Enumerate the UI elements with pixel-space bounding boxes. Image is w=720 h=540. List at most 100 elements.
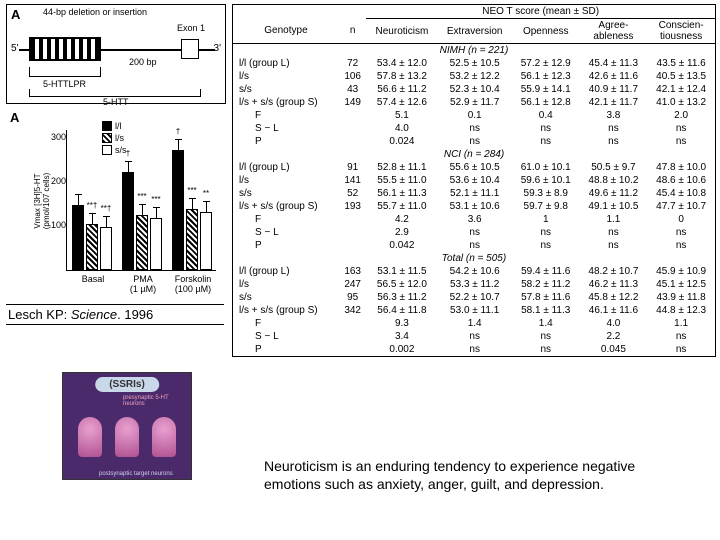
stat-value: 2.2 [580, 330, 648, 343]
stat-value: ns [512, 122, 580, 135]
cell-value: 40.9 ± 11.7 [580, 83, 648, 96]
stat-value: ns [580, 122, 648, 135]
sig-marker: *** [150, 195, 162, 204]
cell-value: 52.2 ± 10.7 [437, 291, 511, 304]
row-n: 141 [339, 174, 366, 187]
row-n: 193 [339, 200, 366, 213]
cell-value: 53.2 ± 12.2 [437, 70, 511, 83]
cell-value: 45.8 ± 12.2 [580, 291, 648, 304]
gene-stripes [31, 39, 99, 59]
cell-value: 52.3 ± 10.4 [437, 83, 511, 96]
stat-value: 9.3 [366, 317, 437, 330]
bar-xlabel: Forskolin(100 µM) [168, 274, 218, 294]
cell-value: 45.4 ± 10.8 [647, 187, 715, 200]
stat-value: ns [512, 226, 580, 239]
gene-deletion-label: 44-bp deletion or insertion [43, 7, 147, 17]
stat-value: 4.0 [366, 122, 437, 135]
cell-value: 57.8 ± 11.6 [512, 291, 580, 304]
row-n: 163 [339, 265, 366, 278]
stat-value: 2.0 [647, 109, 715, 122]
section-title: Total (n = 505) [233, 252, 715, 265]
cell-value: 56.1 ± 11.3 [366, 187, 437, 200]
citation-journal: Science [71, 307, 117, 322]
cell-value: 58.2 ± 11.2 [512, 278, 580, 291]
row-label: l/s + s/s (group S) [233, 304, 339, 317]
citation-author: Lesch KP: [8, 307, 71, 322]
row-n: 342 [339, 304, 366, 317]
ssri-neurons [71, 417, 183, 457]
cell-value: 53.4 ± 12.0 [366, 57, 437, 70]
bar-ylabel: Vmax [3H]5-HT (pmol/107 cells) [33, 141, 51, 261]
stat-value: ns [647, 135, 715, 148]
cell-value: 52.9 ± 11.7 [437, 96, 511, 109]
row-n: 149 [339, 96, 366, 109]
cell-value: 55.5 ± 11.0 [366, 174, 437, 187]
cell-value: 59.6 ± 10.1 [512, 174, 580, 187]
bar-xlabel: Basal [68, 274, 118, 284]
bar-xlabel: PMA(1 µM) [118, 274, 168, 294]
bar-ss [100, 227, 112, 270]
neuron-icon [115, 417, 139, 457]
cell-value: 59.3 ± 8.9 [512, 187, 580, 200]
cell-value: 57.2 ± 12.9 [512, 57, 580, 70]
sig-marker: † [122, 149, 134, 158]
row-n: 43 [339, 83, 366, 96]
bar-yaxis [66, 130, 67, 270]
bar-ls [136, 215, 148, 270]
panel-letter: A [11, 7, 20, 22]
stat-value: ns [437, 226, 511, 239]
bar-ytick: 300 [42, 132, 66, 142]
cell-value: 56.4 ± 11.8 [366, 304, 437, 317]
bar-ytick: 200 [42, 176, 66, 186]
cell-value: 46.2 ± 11.3 [580, 278, 648, 291]
ssri-presyn-label: presynaptic 5-HT neurons [123, 395, 191, 407]
sig-marker: ** [200, 189, 212, 198]
row-label: l/s [233, 70, 339, 83]
stat-value: 0.045 [580, 343, 648, 356]
stat-label: F [233, 213, 339, 226]
gene-exon1-box [181, 39, 199, 59]
bar-xaxis [66, 270, 216, 271]
cell-value: 47.7 ± 10.7 [647, 200, 715, 213]
row-label: l/s [233, 174, 339, 187]
ssri-postsyn-label: postsynaptic target neurons [99, 471, 173, 477]
bar-ls [86, 224, 98, 270]
stat-value: ns [512, 343, 580, 356]
citation-year: . 1996 [117, 307, 153, 322]
cell-value: 48.2 ± 10.7 [580, 265, 648, 278]
stat-label: P [233, 135, 339, 148]
gene-distance-label: 200 bp [129, 57, 157, 67]
cell-value: 40.5 ± 13.5 [647, 70, 715, 83]
stat-label: F [233, 317, 339, 330]
row-label: s/s [233, 291, 339, 304]
sig-marker: † [172, 127, 184, 136]
neo-data-table: NEO T score (mean ± SD)GenotypenNeurotic… [232, 4, 716, 357]
cell-value: 50.5 ± 9.7 [580, 161, 648, 174]
stat-value: 1.4 [512, 317, 580, 330]
row-label: l/s + s/s (group S) [233, 96, 339, 109]
cell-value: 41.0 ± 13.2 [647, 96, 715, 109]
cell-value: 45.4 ± 11.3 [580, 57, 648, 70]
cell-value: 56.5 ± 12.0 [366, 278, 437, 291]
cell-value: 56.1 ± 12.8 [512, 96, 580, 109]
row-n: 52 [339, 187, 366, 200]
legend-label: l/l [115, 121, 122, 131]
cell-value: 49.6 ± 11.2 [580, 187, 648, 200]
stat-value: 1.1 [647, 317, 715, 330]
legend-label: l/s [115, 133, 124, 143]
gene-5htt-bracket [29, 89, 201, 97]
legend-swatch-ll [102, 121, 112, 131]
stat-value: ns [580, 135, 648, 148]
stat-value: ns [437, 343, 511, 356]
cell-value: 42.1 ± 12.4 [647, 83, 715, 96]
cell-value: 61.0 ± 10.1 [512, 161, 580, 174]
bar-ll [172, 150, 184, 270]
col-header: Neuroticism [366, 19, 437, 44]
stat-value: 3.8 [580, 109, 648, 122]
cell-value: 55.9 ± 14.1 [512, 83, 580, 96]
cell-value: 56.1 ± 12.3 [512, 70, 580, 83]
cell-value: 46.1 ± 11.6 [580, 304, 648, 317]
stat-value: 0.4 [512, 109, 580, 122]
stat-value: ns [512, 135, 580, 148]
bar-ls [186, 209, 198, 270]
